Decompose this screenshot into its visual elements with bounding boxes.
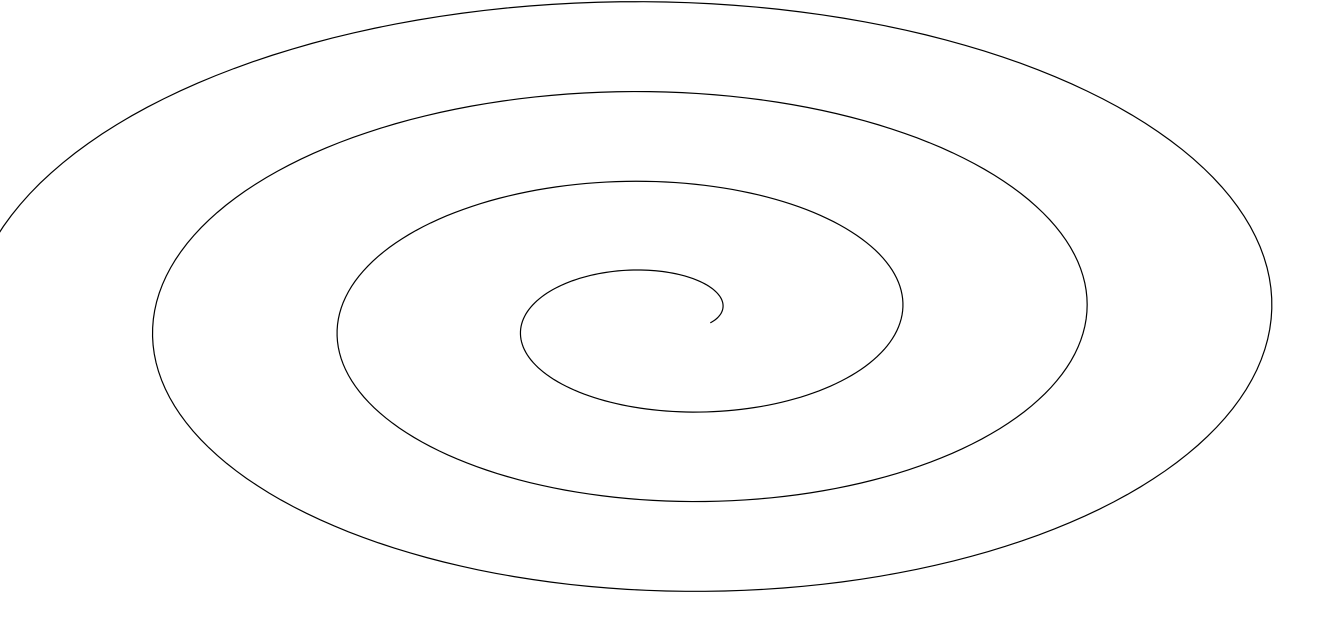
spiral-diagram bbox=[0, 0, 1332, 638]
spiral-path bbox=[0, 2, 1272, 592]
